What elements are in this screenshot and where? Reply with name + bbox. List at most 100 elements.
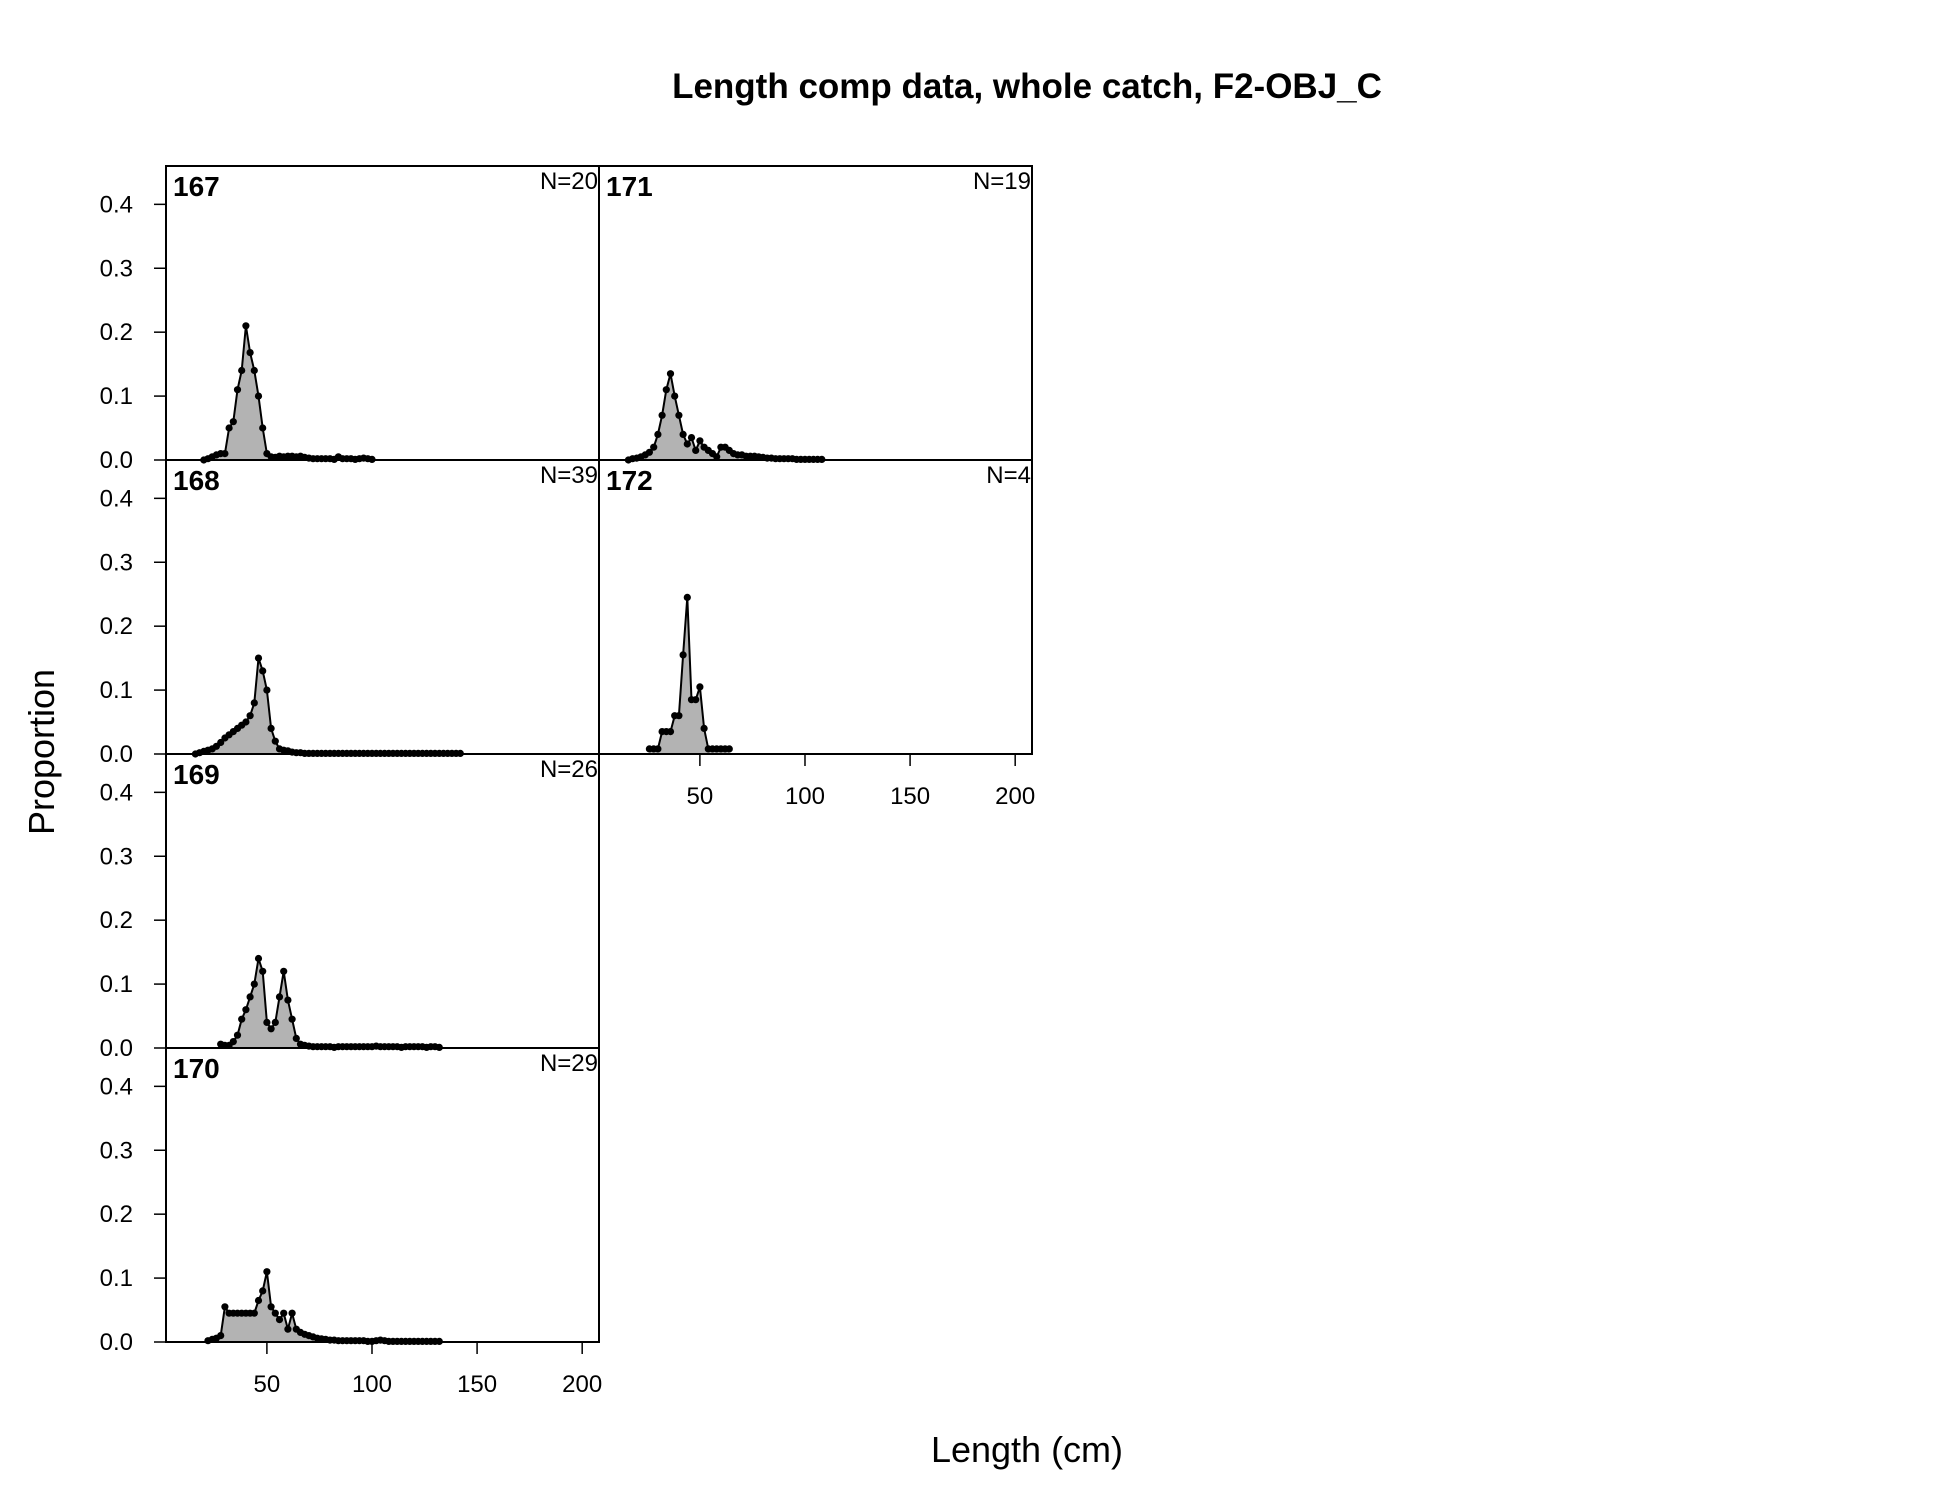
data-point [242,322,250,330]
data-point [221,1303,229,1311]
data-point [654,745,662,753]
data-point [271,737,279,745]
sample-size-label: N=20 [540,168,598,195]
y-tick-label: 0.1 [100,1265,133,1292]
panel-171: 171 N=19 [598,165,1033,464]
data-point [280,967,288,975]
data-point [271,1018,279,1026]
panel-167: 167 N=20 0.0 0.1 0.2 0.3 0.4 [100,165,600,474]
panels-group: 167 N=20 0.0 0.1 0.2 0.3 0.4 168 N=39 0.0 0.1 0.2 0.… [100,165,1035,1398]
data-point [645,448,654,456]
data-point [267,724,275,733]
distribution-fill-168 [195,658,461,754]
data-point [662,386,670,394]
distribution-fill-172 [649,597,730,754]
data-point [250,699,258,707]
data-point [671,392,679,400]
data-point [666,370,675,378]
y-tick-label: 0.3 [100,843,133,870]
data-point [246,349,254,357]
data-point [263,1018,271,1026]
y-tick-label: 0.3 [100,255,133,282]
y-tick-label: 0.1 [100,677,133,704]
x-tick-label: 200 [562,1371,602,1398]
data-point [242,718,250,726]
data-point [254,392,263,400]
x-tick-label: 200 [995,783,1035,810]
panel-169: 169 N=26 0.0 0.1 0.2 0.3 0.4 [100,753,600,1062]
panel-172: 172 N=4 50 100 150 200 [598,459,1035,810]
x-tick-label: 100 [352,1371,392,1398]
x-tick-label: 150 [457,1371,497,1398]
data-point [696,683,704,691]
data-point [246,993,254,1001]
data-point [288,1309,296,1317]
data-point [683,593,691,602]
distribution-fill-167 [203,325,372,460]
panel-label: 172 [606,465,653,496]
x-tick-label: 50 [254,1371,281,1398]
y-tick-label: 0.3 [100,549,133,576]
y-tick-label: 0.4 [100,191,133,218]
data-point [696,437,704,445]
panel-label: 168 [173,465,220,496]
data-point [292,1034,300,1042]
distribution-fill-169 [220,958,440,1048]
data-point [271,1309,279,1317]
data-point [254,1296,263,1305]
data-point [679,430,687,438]
data-point [666,728,675,736]
y-tick-label: 0.4 [100,1073,133,1100]
data-point [692,696,700,704]
y-tick-label: 0.2 [100,907,133,934]
y-tick-label: 0.0 [100,1329,133,1356]
data-point [259,424,267,432]
data-point [259,1287,267,1295]
data-point [250,1309,258,1317]
x-tick-label: 100 [785,783,825,810]
y-tick-label: 0.0 [100,447,133,474]
sample-size-label: N=19 [973,168,1031,195]
y-tick-label: 0.1 [100,383,133,410]
sample-size-label: N=29 [540,1050,598,1077]
data-point [275,1316,284,1324]
distribution-fill-171 [628,373,822,460]
data-point [238,1015,246,1023]
panel-170: 170 N=29 0.0 0.1 0.2 0.3 0.4 50 100 150 200 [100,1047,602,1398]
x-tick-label: 50 [687,783,714,810]
data-point [280,1309,288,1317]
data-point [217,738,225,747]
data-point [250,366,258,375]
distribution-fill-170 [208,1271,440,1342]
panel-label: 170 [173,1053,220,1084]
y-axis-label: Proportion [21,669,62,835]
data-point [217,1332,225,1340]
data-point [238,366,246,375]
data-point [284,996,292,1004]
data-point [263,686,271,694]
data-point [687,434,696,442]
data-point [713,453,721,461]
y-tick-label: 0.2 [100,1201,133,1228]
data-point [254,954,263,963]
data-point [683,440,691,448]
y-tick-label: 0.0 [100,741,133,768]
data-point [246,712,254,720]
panel-frame [165,165,600,461]
panel-168: 168 N=39 0.0 0.1 0.2 0.3 0.4 [100,459,600,768]
data-point [233,1031,242,1039]
y-tick-label: 0.3 [100,1137,133,1164]
data-point [658,411,666,419]
y-tick-label: 0.1 [100,971,133,998]
x-axis-label: Length (cm) [931,1429,1123,1470]
data-point [263,1268,271,1276]
panel-label: 169 [173,759,220,790]
panel-frame [165,459,600,755]
x-tick-label: 150 [890,783,930,810]
panel-frame [598,459,1033,755]
data-point [259,967,267,975]
chart-title: Length comp data, whole catch, F2-OBJ_C [672,67,1382,106]
data-point [259,667,267,675]
data-point [254,654,263,662]
